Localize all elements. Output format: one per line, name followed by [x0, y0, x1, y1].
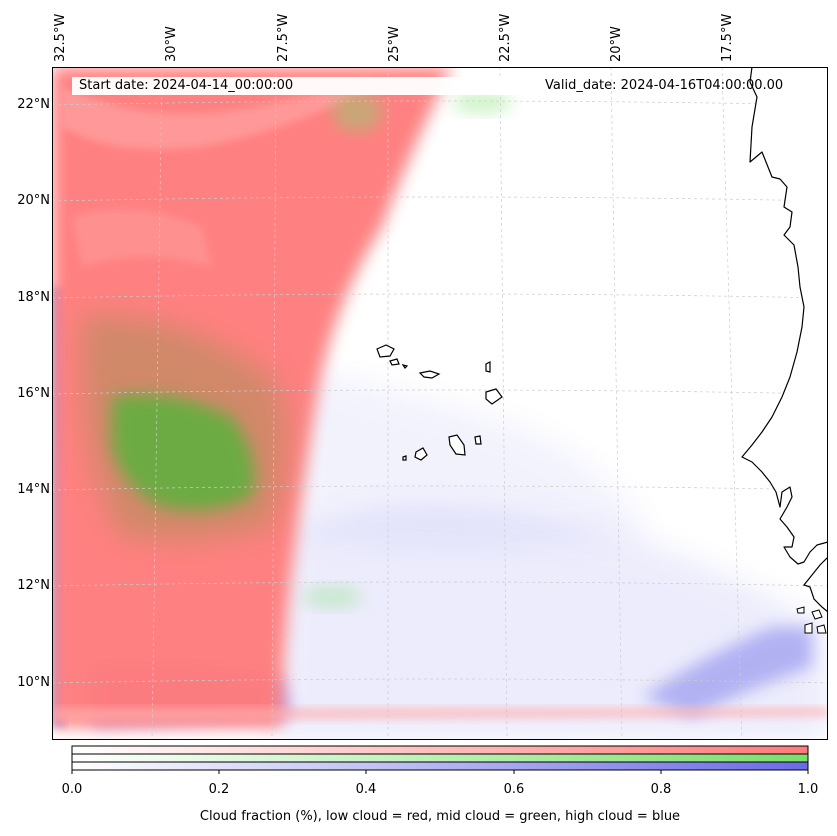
gridline-lon-20w	[610, 67, 623, 740]
gridline-lat-18n	[52, 293, 828, 299]
gridline-lon-27-5w	[271, 67, 277, 740]
gridline-lat-10n	[52, 678, 828, 684]
gridline-lon-22-5w	[499, 67, 508, 740]
island-sal	[485, 361, 491, 373]
lat-label-20n: 20°N	[17, 193, 50, 208]
high-cloud-mid-band	[292, 367, 652, 547]
lon-label-30w: 30°W	[164, 26, 179, 62]
lat-label-18n: 18°N	[17, 290, 50, 305]
lon-label-25w: 25°W	[387, 26, 402, 62]
map-frame	[52, 67, 828, 740]
lon-label-20w: 20°W	[609, 26, 624, 62]
colorbar-mid-cloud	[71, 753, 809, 763]
mid-cloud-south-patch	[302, 585, 362, 609]
lat-label-12n: 12°N	[17, 578, 50, 593]
bijagos-coast	[802, 556, 828, 613]
lon-label-32-5w: 32.5°W	[53, 13, 68, 62]
island-sao-nicolau	[418, 370, 441, 379]
colorbar-high-cloud	[71, 761, 809, 771]
gridline-lat-16n	[52, 389, 828, 395]
bijagos-island-1	[796, 606, 805, 614]
cloud-fraction-map	[52, 67, 828, 740]
bijagos-island-3	[804, 622, 813, 634]
bijagos-island-2	[811, 609, 823, 620]
high-cloud-southeast-streak	[642, 627, 812, 717]
low-cloud-inner-streaks	[72, 209, 212, 267]
island-brava	[402, 455, 407, 461]
island-fogo	[414, 447, 428, 461]
island-santa-luzia	[401, 364, 409, 369]
colorbar-tick-marks	[71, 770, 809, 774]
gridlines	[52, 67, 828, 740]
colorbar-tick-0-2: 0.2	[208, 782, 230, 797]
lat-label-14n: 14°N	[17, 482, 50, 497]
lat-label-16n: 16°N	[17, 386, 50, 401]
gridline-lat-20n	[52, 196, 828, 202]
colorbar-tick-0-8: 0.8	[650, 782, 672, 797]
low-cloud-streaks	[62, 77, 372, 150]
gridline-lat-12n	[52, 581, 828, 587]
island-maio	[474, 435, 482, 445]
island-boa-vista	[485, 388, 503, 405]
island-santo-antao	[376, 344, 395, 358]
colorbar-tick-0-4: 0.4	[355, 782, 377, 797]
lon-label-27-5w: 27.5°W	[276, 13, 291, 62]
colorbar-low-cloud	[71, 745, 809, 755]
colorbar-label: Cloud fraction (%), low cloud = red, mid…	[199, 809, 681, 824]
low-cloud-bottom-band	[52, 707, 828, 722]
bijagos-island-4	[816, 624, 827, 634]
start-date-label: Start date: 2024-04-14_00:00:00	[79, 78, 294, 93]
lon-label-17-5w: 17.5°W	[720, 13, 735, 62]
gridline-lat-22n	[52, 100, 828, 106]
mid-cloud-north-patch	[332, 92, 382, 132]
mid-cloud-halo	[82, 315, 287, 541]
africa-coastline	[741, 67, 828, 565]
colorbar-tick-0-0: 0.0	[61, 782, 83, 797]
lat-label-22n: 22°N	[17, 97, 50, 112]
island-sao-vicente	[389, 358, 400, 366]
header-background	[72, 77, 532, 95]
bijagos-islands	[796, 606, 827, 634]
gridline-lon-30w	[151, 67, 163, 740]
cape-verde-islands	[376, 344, 503, 461]
colorbar-tick-1-0: 1.0	[797, 782, 819, 797]
colorbar	[71, 745, 809, 774]
gridline-lat-14n	[52, 485, 828, 491]
lon-label-22-5w: 22.5°W	[498, 13, 513, 62]
gridline-lon-17-5w	[721, 67, 743, 740]
colorbar-tick-0-6: 0.6	[503, 782, 525, 797]
mid-cloud-northeast-patch	[452, 90, 512, 114]
island-santiago	[448, 434, 466, 456]
lat-label-10n: 10°N	[17, 675, 50, 690]
valid-date-label: Valid_date: 2024-04-16T04:00:00.00	[545, 78, 784, 93]
